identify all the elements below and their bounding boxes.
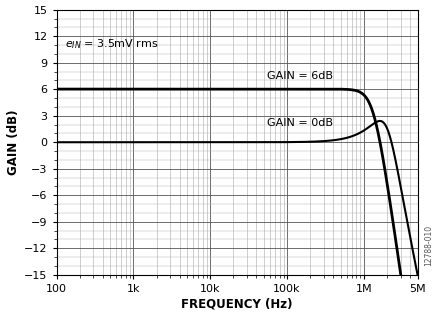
X-axis label: FREQUENCY (Hz): FREQUENCY (Hz) <box>181 298 292 311</box>
Text: GAIN = 6dB: GAIN = 6dB <box>266 71 332 81</box>
Text: $e_{IN}$ = 3.5mV rms: $e_{IN}$ = 3.5mV rms <box>65 37 158 51</box>
Y-axis label: GAIN (dB): GAIN (dB) <box>7 110 20 175</box>
Text: 12788-010: 12788-010 <box>423 225 432 266</box>
Text: GAIN = 0dB: GAIN = 0dB <box>266 118 332 129</box>
